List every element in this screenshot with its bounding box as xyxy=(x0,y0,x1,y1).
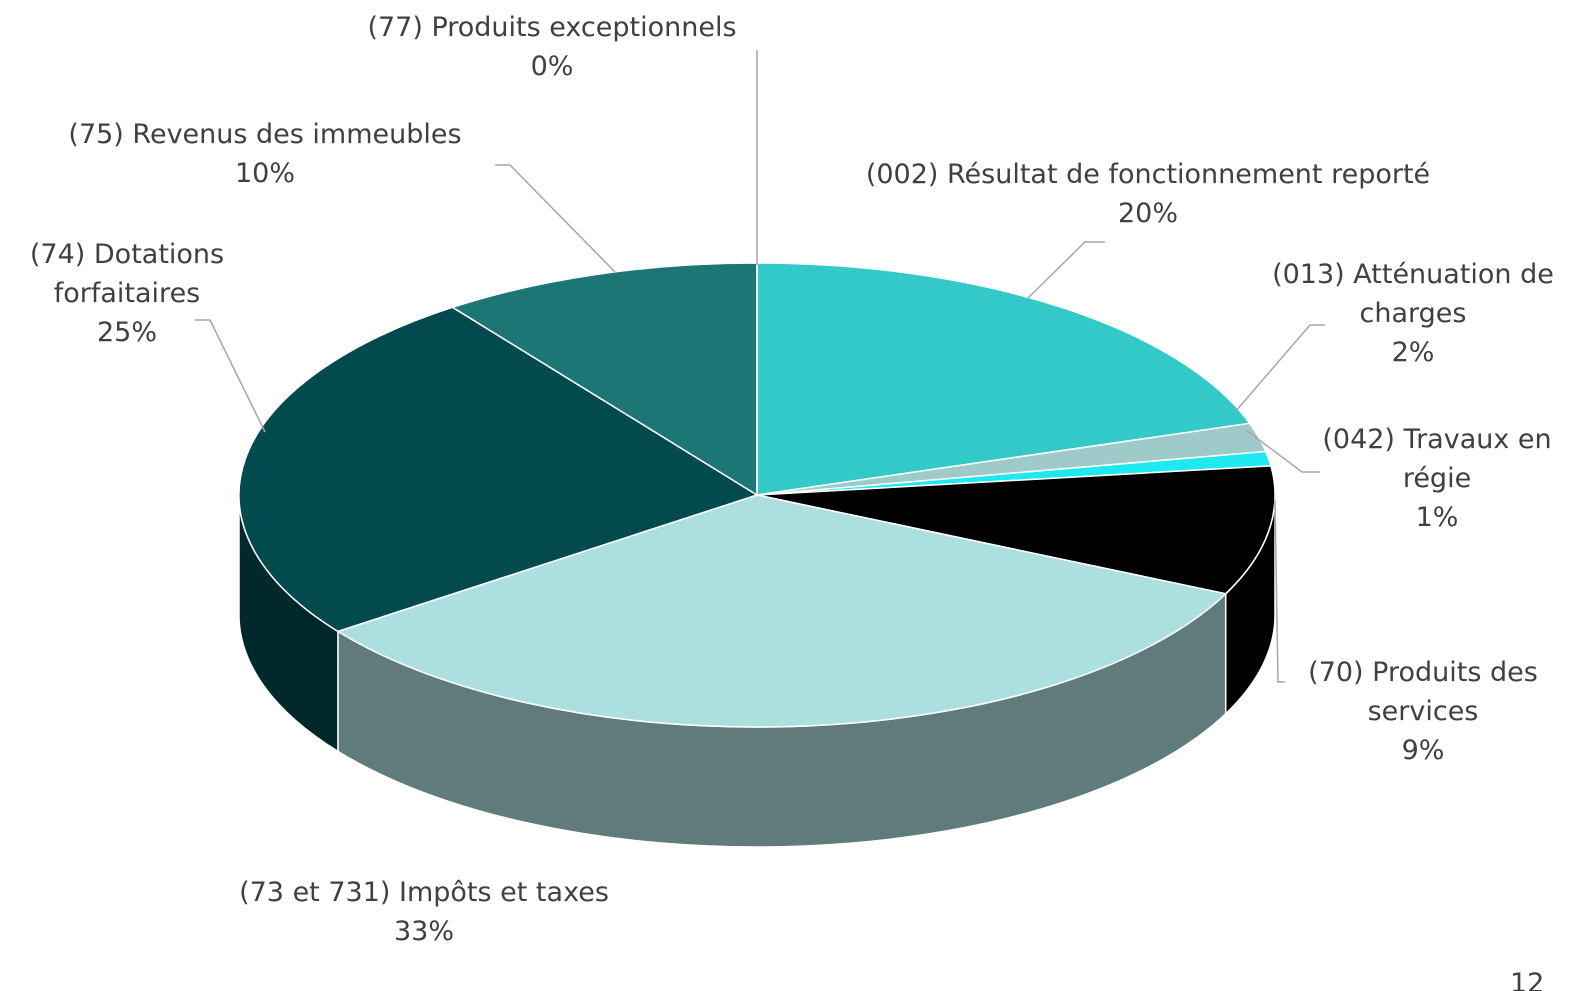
slice xyxy=(450,262,758,497)
slice-label: (73 et 731) Impôts et taxes 33% xyxy=(239,873,609,951)
category-label: (042) Travaux en régie xyxy=(1322,424,1552,494)
category-label: (77) Produits exceptionnels xyxy=(367,12,737,43)
category-label: (002) Résultat de fonctionnement reporté xyxy=(865,159,1431,190)
leader-line xyxy=(1027,241,1105,299)
value-label: 2% xyxy=(1391,337,1435,368)
slice xyxy=(336,494,1228,728)
category-label: (74) Dotations forfaitaires xyxy=(29,239,225,309)
slice-label: (042) Travaux en régie 1% xyxy=(1317,420,1557,537)
slice xyxy=(756,262,1251,496)
value-label: 1% xyxy=(1415,502,1459,533)
value-label: 9% xyxy=(1401,735,1445,766)
slice-label: (002) Résultat de fonctionnement reporté… xyxy=(768,155,1528,233)
value-label: 20% xyxy=(1117,198,1178,229)
slice xyxy=(238,306,759,633)
slice-label: (013) Atténuation de charges 2% xyxy=(1258,255,1568,372)
slice-label: (74) Dotations forfaitaires 25% xyxy=(2,235,252,352)
value-label: 25% xyxy=(96,317,157,348)
page-number: 12 xyxy=(1510,968,1545,991)
category-label: (75) Revenus des immeubles xyxy=(68,119,462,150)
category-label: (73 et 731) Impôts et taxes xyxy=(239,877,609,908)
leader-line xyxy=(495,164,616,273)
pie-tops xyxy=(238,262,1276,728)
slice-label: (77) Produits exceptionnels 0% xyxy=(292,8,812,86)
slice-label: (70) Produits des services 9% xyxy=(1273,653,1573,770)
leader-line xyxy=(195,319,266,433)
leader-line xyxy=(1245,429,1320,473)
leader-line xyxy=(1274,499,1285,683)
category-label: (013) Atténuation de charges xyxy=(1272,259,1554,329)
category-label: (70) Produits des services xyxy=(1308,657,1538,727)
pie-sides xyxy=(238,494,1276,848)
slice-label: (75) Revenus des immeubles 10% xyxy=(5,115,525,193)
value-label: 0% xyxy=(530,51,574,82)
value-label: 33% xyxy=(393,916,454,947)
value-label: 10% xyxy=(234,158,295,189)
slice xyxy=(756,465,1276,595)
leader-line xyxy=(1234,324,1325,413)
leader-lines xyxy=(195,50,1325,683)
